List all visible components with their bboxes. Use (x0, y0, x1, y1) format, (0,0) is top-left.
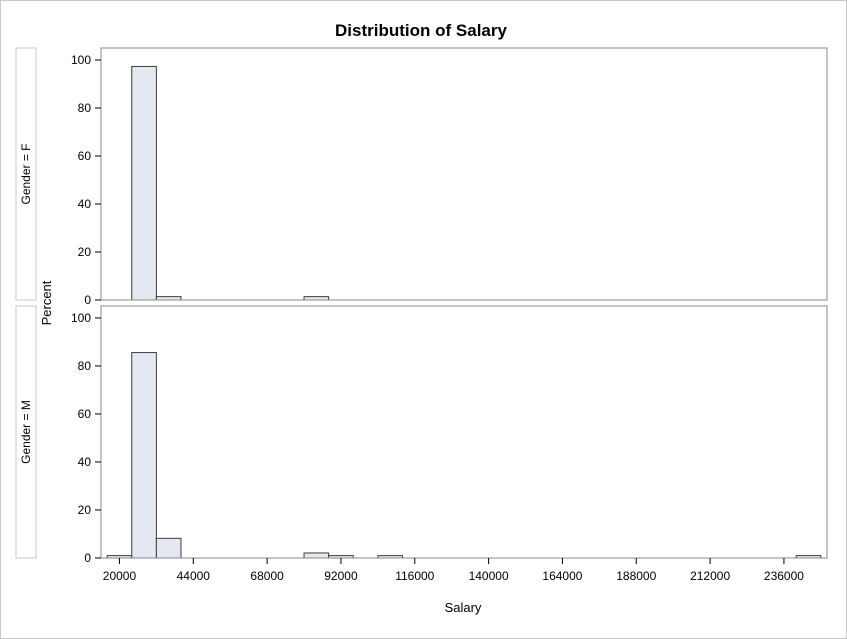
x-tick-label: 92000 (324, 569, 358, 583)
x-axis: 20000 44000 68000 92000 116000 140000 164000 18… (103, 558, 804, 583)
x-tick-label: 188000 (616, 569, 656, 583)
x-tick-label: 68000 (250, 569, 284, 583)
x-tick-label: 236000 (764, 569, 804, 583)
histogram-bar (303, 296, 330, 301)
x-tick-label: 164000 (542, 569, 582, 583)
y-tick-label: 40 (78, 455, 92, 469)
histogram-bar (303, 552, 330, 559)
y-tick-label: 60 (78, 149, 92, 163)
panel-m: Gender = M 0 20 40 60 80 100 (15, 305, 828, 565)
x-axis-label: Salary (445, 600, 482, 615)
chart-title: Distribution of Salary (335, 21, 507, 40)
y-tick-label: 80 (78, 359, 92, 373)
panel-label: Gender = F (19, 143, 33, 204)
histogram-bar (155, 537, 182, 559)
panel-f: Gender = F 0 20 40 60 80 100 (15, 47, 828, 307)
panel-frame (100, 305, 828, 559)
y-axis-label: Percent (39, 280, 54, 325)
histogram-bar (131, 352, 157, 559)
y-tick-label: 60 (78, 407, 92, 421)
panel-frame (100, 47, 828, 301)
y-tick-label: 20 (78, 503, 92, 517)
y-tick-label: 20 (78, 245, 92, 259)
y-tick-label: 0 (84, 551, 91, 565)
x-tick-label: 212000 (690, 569, 730, 583)
y-tick-label: 80 (78, 101, 92, 115)
x-tick-label: 116000 (395, 569, 434, 583)
x-tick-label: 140000 (469, 569, 509, 583)
x-tick-label: 44000 (177, 569, 211, 583)
panel-label: Gender = M (19, 400, 33, 464)
y-tick-label: 100 (71, 53, 91, 67)
x-tick-label: 20000 (103, 569, 137, 583)
y-tick-label: 100 (71, 311, 91, 325)
panel-strip (15, 47, 37, 301)
histogram-bar (155, 296, 182, 301)
y-tick-label: 40 (78, 197, 92, 211)
panel-strip (15, 305, 37, 559)
panels-group: Gender = F 0 20 40 60 80 100 Gender = M 0 20 40 60 8… (15, 47, 828, 565)
y-tick-label: 0 (84, 293, 91, 307)
histogram-bar (131, 65, 157, 301)
